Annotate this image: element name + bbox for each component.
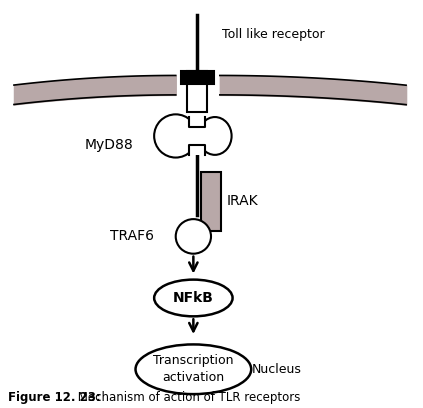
Text: Nucleus: Nucleus — [252, 363, 302, 376]
Text: TRAF6: TRAF6 — [110, 229, 154, 244]
Text: IRAK: IRAK — [227, 194, 258, 208]
Bar — [181, 71, 214, 84]
Bar — [201, 172, 221, 231]
Ellipse shape — [154, 114, 197, 157]
Ellipse shape — [198, 117, 232, 155]
Text: Transcription
activation: Transcription activation — [153, 354, 233, 384]
Text: Mechanism of action of TLR receptors: Mechanism of action of TLR receptors — [74, 391, 300, 404]
Bar — [187, 71, 207, 112]
Text: Toll like receptor: Toll like receptor — [222, 28, 324, 41]
Ellipse shape — [154, 279, 233, 316]
Text: NFkB: NFkB — [173, 291, 214, 305]
Text: Figure 12. 23:: Figure 12. 23: — [8, 391, 101, 404]
Bar — [190, 117, 205, 155]
Ellipse shape — [176, 219, 211, 254]
Text: MyD88: MyD88 — [85, 137, 133, 152]
Ellipse shape — [135, 344, 251, 394]
